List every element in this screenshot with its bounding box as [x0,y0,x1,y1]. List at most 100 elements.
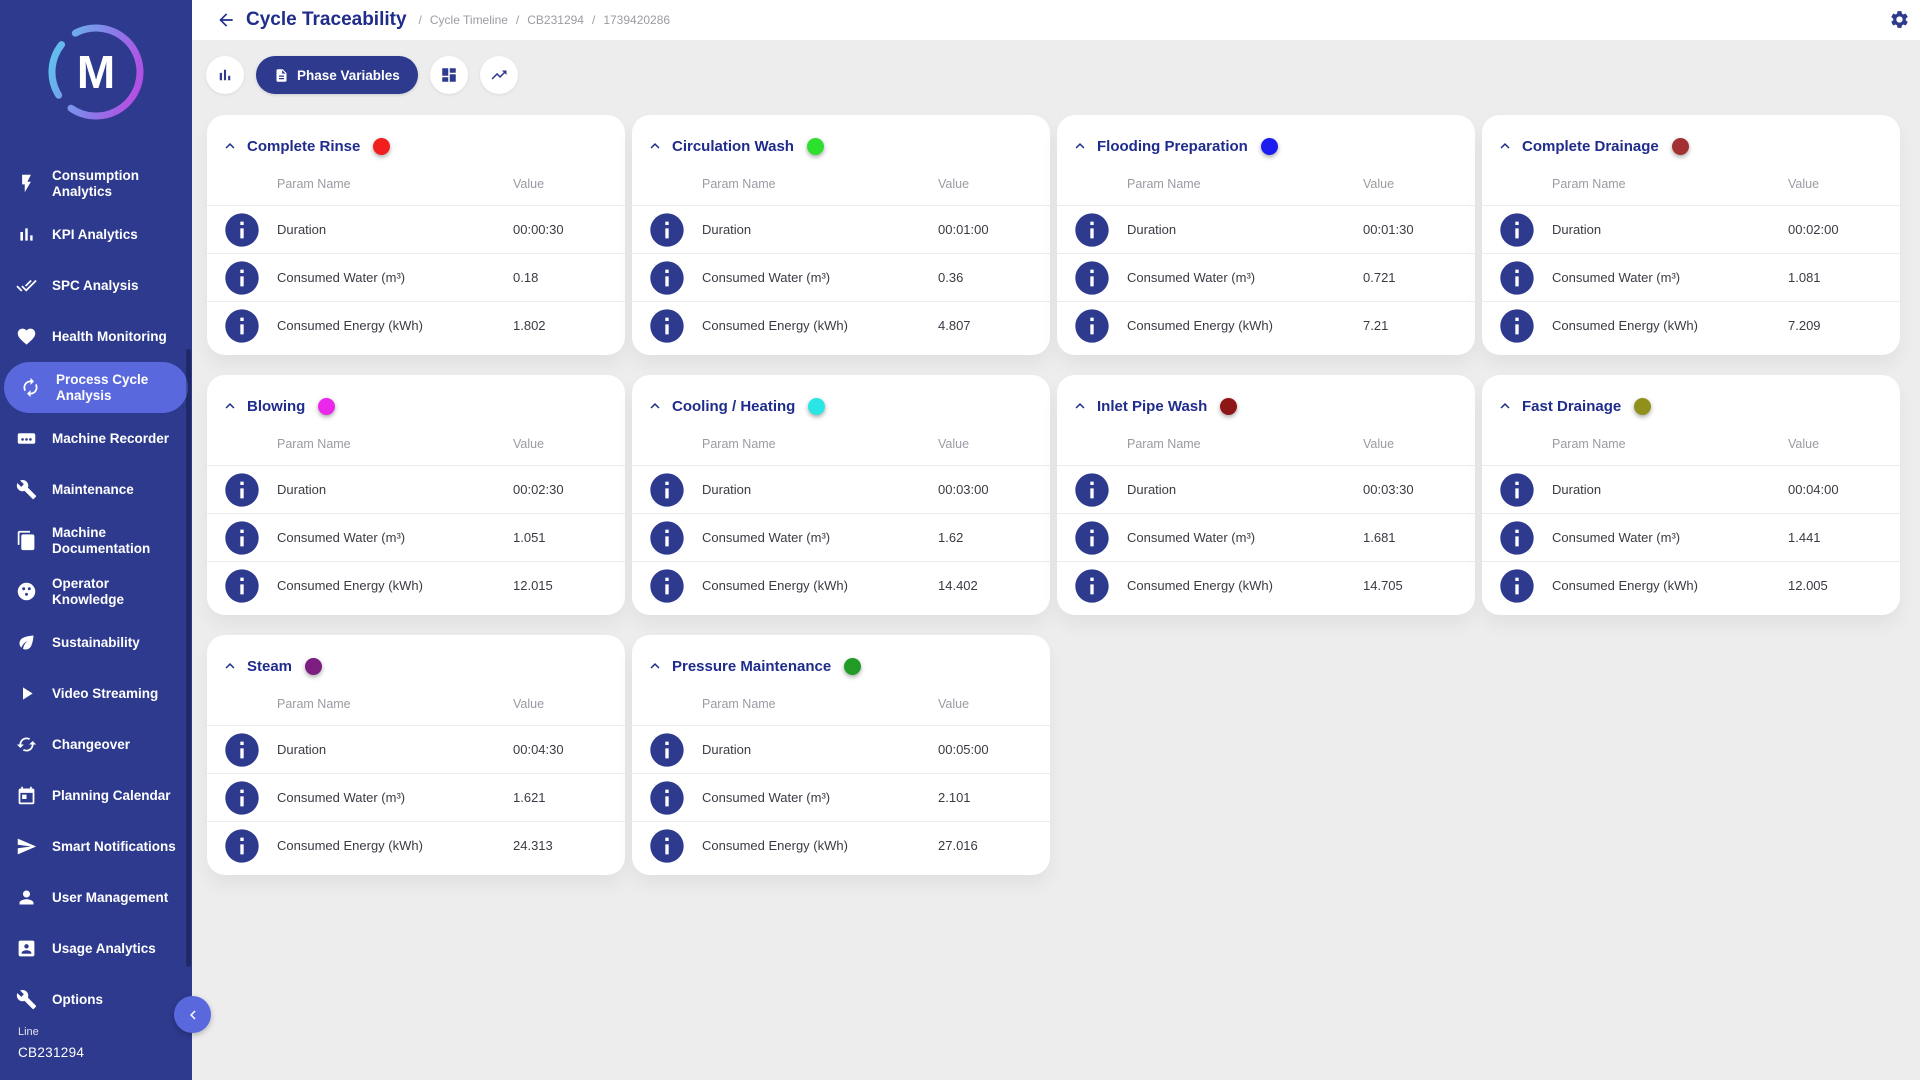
back-button[interactable] [216,10,236,30]
collapse-card-button[interactable] [646,137,664,155]
sidebar-item-changeover[interactable]: Changeover [0,719,192,770]
table-row: Duration 00:04:00 [1482,465,1900,513]
info-button[interactable] [1072,210,1112,250]
docs-icon [0,530,52,551]
cycle-icon [4,377,56,398]
info-button[interactable] [647,730,687,770]
collapse-card-button[interactable] [221,137,239,155]
phase-name: Cooling / Heating [672,397,796,415]
param-value: 00:04:30 [513,742,564,757]
chevron-up-icon [221,397,239,415]
sidebar-item-sustainability[interactable]: Sustainability [0,617,192,668]
param-name: Duration [702,742,752,757]
sidebar-item-process-cycle-analysis[interactable]: Process Cycle Analysis [4,362,188,413]
phase-card-pressure-maintenance: Pressure Maintenance Param Name Value Du… [632,635,1050,875]
sidebar-scrollbar[interactable] [186,349,191,967]
info-button[interactable] [647,210,687,250]
collapse-card-button[interactable] [1071,397,1089,415]
sidebar-item-options[interactable]: Options [0,974,192,1025]
info-button[interactable] [647,778,687,818]
info-button[interactable] [222,210,262,250]
phase-variables-button[interactable]: Phase Variables [256,56,418,94]
sidebar-item-operator-knowledge[interactable]: Operator Knowledge [0,566,192,617]
info-button[interactable] [222,258,262,298]
info-button[interactable] [647,826,687,866]
sidebar-collapse-button[interactable] [174,996,211,1033]
collapse-card-button[interactable] [221,657,239,675]
sidebar-item-machine-recorder[interactable]: Machine Recorder [0,413,192,464]
app-logo: M [44,20,148,124]
info-button[interactable] [1497,306,1537,346]
info-button[interactable] [1072,566,1112,606]
info-icon [1497,518,1537,558]
info-button[interactable] [222,826,262,866]
info-button[interactable] [1072,518,1112,558]
info-icon [222,470,262,510]
sidebar-item-label: SPC Analysis [52,277,139,293]
info-button[interactable] [1072,470,1112,510]
breadcrumb-item[interactable]: 1739420286 [603,13,671,27]
info-button[interactable] [647,518,687,558]
collapse-card-button[interactable] [221,397,239,415]
settings-button[interactable] [1889,9,1910,30]
sidebar-item-spc-analysis[interactable]: SPC Analysis [0,260,192,311]
info-button[interactable] [1497,566,1537,606]
collapse-card-button[interactable] [1496,397,1514,415]
sidebar-item-user-management[interactable]: User Management [0,872,192,923]
param-value: 2.101 [938,790,971,805]
phase-card-header: Complete Drainage [1482,115,1900,161]
info-button[interactable] [222,566,262,606]
view-trend-button[interactable] [479,56,518,94]
phase-name: Circulation Wash [672,137,794,155]
phase-name: Flooding Preparation [1097,137,1248,155]
info-button[interactable] [647,258,687,298]
info-button[interactable] [647,566,687,606]
info-button[interactable] [222,778,262,818]
phase-card-header: Complete Rinse [207,115,625,161]
view-bar-chart-button[interactable] [206,56,244,94]
collapse-card-button[interactable] [1496,137,1514,155]
info-button[interactable] [647,306,687,346]
info-button[interactable] [222,518,262,558]
param-value: 00:04:00 [1788,482,1839,497]
param-name: Duration [277,482,327,497]
param-name: Duration [1552,222,1602,237]
info-button[interactable] [222,306,262,346]
param-name: Consumed Energy (kWh) [1552,578,1698,593]
info-button[interactable] [222,730,262,770]
sidebar-item-planning-calendar[interactable]: Planning Calendar [0,770,192,821]
info-button[interactable] [1497,258,1537,298]
info-button[interactable] [1497,470,1537,510]
breadcrumb-item[interactable]: Cycle Timeline [429,13,508,27]
sidebar-item-video-streaming[interactable]: Video Streaming [0,668,192,719]
info-button[interactable] [1497,518,1537,558]
table-rows: Duration 00:03:00 Consumed Water (m³) 1.… [632,465,1050,609]
collapse-card-button[interactable] [646,397,664,415]
sidebar-item-machine-documentation[interactable]: Machine Documentation [0,515,192,566]
table-row: Duration 00:02:30 [207,465,625,513]
value-header: Value [938,177,970,191]
param-name: Consumed Energy (kWh) [702,838,848,853]
info-button[interactable] [1072,306,1112,346]
sidebar-item-label: Planning Calendar [52,787,171,803]
line-value: CB231294 [18,1045,85,1060]
info-button[interactable] [1072,258,1112,298]
sidebar-item-usage-analytics[interactable]: Usage Analytics [0,923,192,974]
sidebar-item-kpi-analytics[interactable]: KPI Analytics [0,209,192,260]
info-button[interactable] [647,470,687,510]
breadcrumb-item[interactable]: CB231294 [527,13,584,27]
param-name: Consumed Water (m³) [1127,270,1256,285]
collapse-card-button[interactable] [646,657,664,675]
table-row: Consumed Water (m³) 2.101 [632,773,1050,821]
table-rows: Duration 00:03:30 Consumed Water (m³) 1.… [1057,465,1475,609]
sidebar-item-maintenance[interactable]: Maintenance [0,464,192,515]
table-header: Param Name Value [632,421,1050,465]
sidebar-item-smart-notifications[interactable]: Smart Notifications [0,821,192,872]
view-grid-button[interactable] [429,56,468,94]
info-button[interactable] [1497,210,1537,250]
sidebar-item-consumption-analytics[interactable]: Consumption Analytics [0,158,192,209]
collapse-card-button[interactable] [1071,137,1089,155]
param-name: Duration [702,222,752,237]
sidebar-item-health-monitoring[interactable]: Health Monitoring [0,311,192,362]
info-button[interactable] [222,470,262,510]
